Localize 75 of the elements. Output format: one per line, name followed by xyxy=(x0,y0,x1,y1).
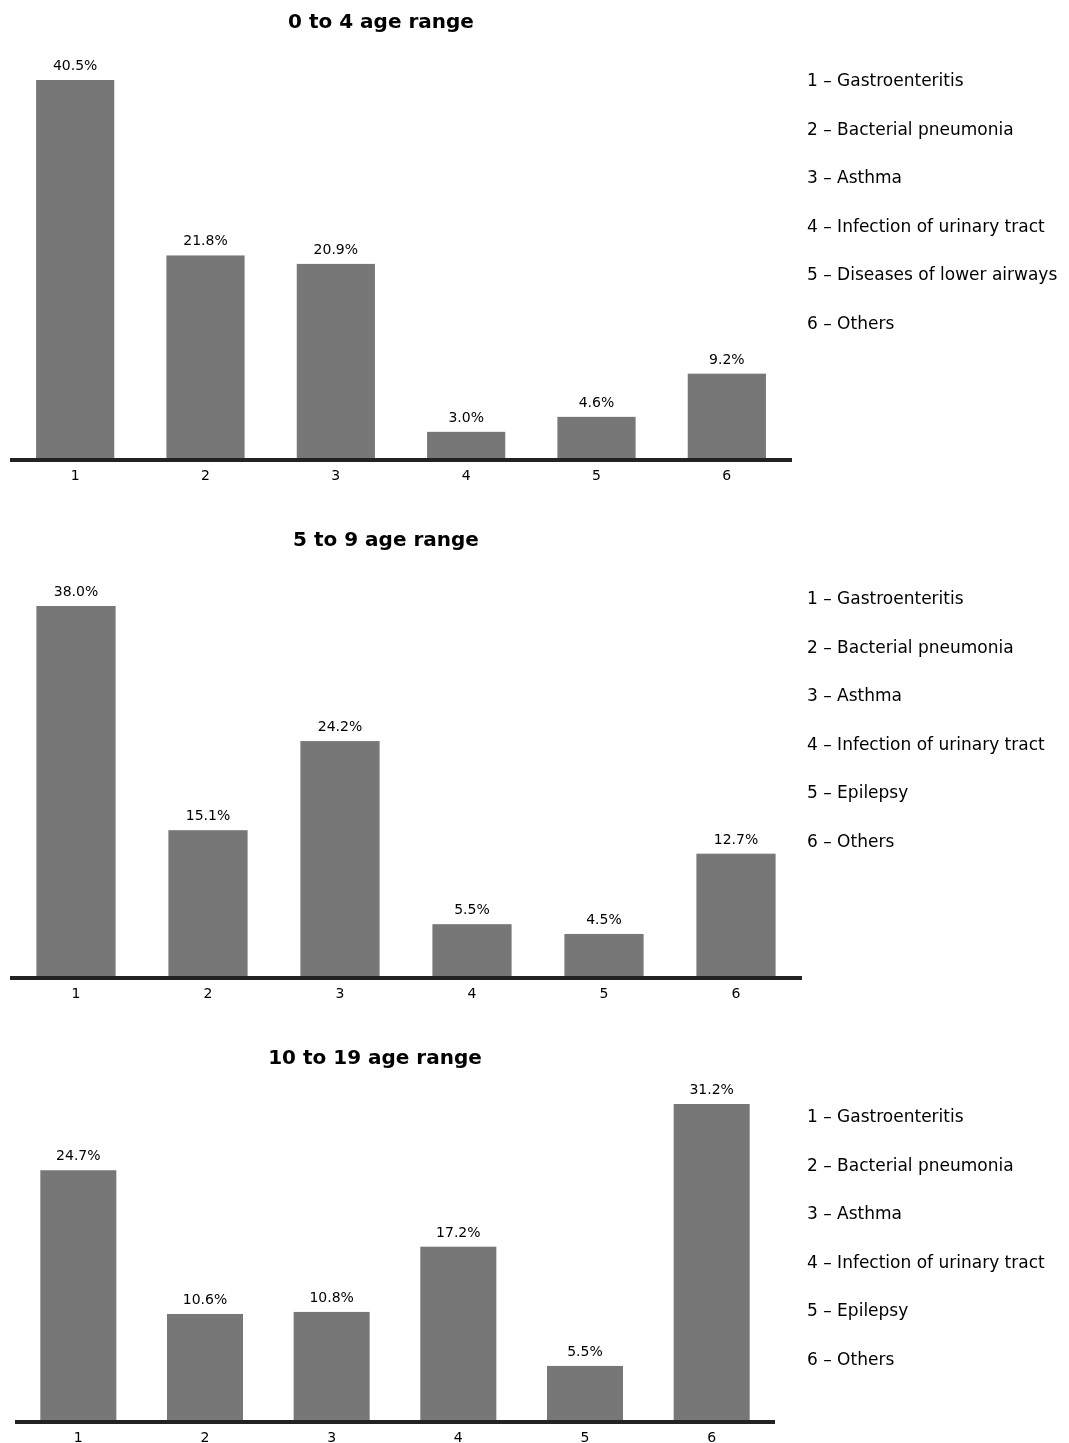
text: 2 – Bacterial pneumonia xyxy=(807,1154,1014,1175)
bar xyxy=(687,373,766,460)
data-label: 5.5% xyxy=(567,1342,603,1359)
x-tick-label: 6 xyxy=(722,467,732,483)
text: 2 – Bacterial pneumonia xyxy=(807,118,1014,139)
x-tick-label: 4 xyxy=(453,1429,463,1443)
text: 1 – Gastroenteritis xyxy=(807,70,964,90)
data-label: 3.0% xyxy=(448,408,484,425)
bar xyxy=(36,606,116,978)
bar xyxy=(696,853,776,978)
chart-title: 10 to 19 age range xyxy=(268,1045,482,1069)
x-tick-label: 2 xyxy=(201,467,210,483)
text: 4 – Infection of urinary tract xyxy=(807,1251,1046,1272)
text: 4 – Infection of urinary tract xyxy=(807,733,1046,754)
x-tick-label: 3 xyxy=(331,467,341,483)
bar xyxy=(420,1246,497,1422)
bar xyxy=(167,1313,243,1422)
x-tick-label: 1 xyxy=(71,985,81,1001)
bar xyxy=(296,263,375,460)
text: 1 – Gastroenteritis xyxy=(807,1106,964,1126)
text: 6 – Others xyxy=(807,1348,895,1369)
data-label: 10.8% xyxy=(309,1288,354,1305)
data-label: 31.2% xyxy=(689,1081,734,1097)
x-tick-label: 1 xyxy=(73,1429,83,1443)
data-label: 24.2% xyxy=(317,718,363,735)
bar xyxy=(427,431,506,460)
bar xyxy=(432,924,512,978)
bar xyxy=(564,933,644,978)
data-label: 4.6% xyxy=(578,393,615,410)
x-tick-label: 4 xyxy=(467,985,477,1001)
data-label: 21.8% xyxy=(183,232,228,249)
text: 6 – Others xyxy=(807,312,895,333)
text: 6 – Others xyxy=(807,830,895,851)
bar xyxy=(300,741,380,978)
bar xyxy=(293,1311,370,1422)
text: 3 – Asthma xyxy=(807,685,903,705)
x-tick-label: 6 xyxy=(731,985,741,1001)
text: 1 – Gastroenteritis xyxy=(807,588,964,608)
bar xyxy=(547,1365,623,1422)
data-label: 38.0% xyxy=(53,583,99,599)
x-tick-label: 1 xyxy=(70,467,80,483)
data-label: 10.6% xyxy=(182,1290,228,1307)
data-label: 12.7% xyxy=(713,830,759,847)
bar xyxy=(557,416,636,460)
text: 3 – Asthma xyxy=(807,1203,903,1223)
text: 3 – Asthma xyxy=(807,167,903,187)
data-label: 24.7% xyxy=(56,1147,101,1164)
chart-title: 0 to 4 age range xyxy=(288,9,474,33)
data-label: 40.5% xyxy=(52,57,98,73)
data-label: 15.1% xyxy=(185,807,231,824)
x-tick-label: 2 xyxy=(203,985,213,1001)
data-label: 9.2% xyxy=(709,350,745,367)
bar xyxy=(673,1104,750,1422)
bar xyxy=(36,80,115,460)
x-tick-label: 6 xyxy=(707,1429,717,1443)
x-tick-label: 4 xyxy=(461,467,471,483)
data-label: 17.2% xyxy=(436,1223,481,1240)
text: 5 – Epilepsy xyxy=(807,1300,909,1320)
text: 4 – Infection of urinary tract xyxy=(807,215,1046,236)
x-tick-label: 2 xyxy=(200,1429,210,1443)
x-tick-label: 3 xyxy=(335,985,345,1001)
data-label: 5.5% xyxy=(454,901,490,918)
bar xyxy=(40,1170,117,1422)
text: 5 – Diseases of lower airways xyxy=(807,264,1058,284)
bar xyxy=(168,830,248,978)
x-tick-label: 5 xyxy=(580,1429,590,1443)
x-tick-label: 5 xyxy=(592,467,601,483)
data-label: 4.5% xyxy=(586,910,622,927)
text: 2 – Bacterial pneumonia xyxy=(807,636,1014,657)
bar xyxy=(166,255,245,460)
x-tick-label: 3 xyxy=(327,1429,337,1443)
x-tick-label: 5 xyxy=(599,985,609,1001)
data-label: 20.9% xyxy=(313,240,359,257)
chart-title: 5 to 9 age range xyxy=(293,527,479,551)
text: 5 – Epilepsy xyxy=(807,782,909,802)
